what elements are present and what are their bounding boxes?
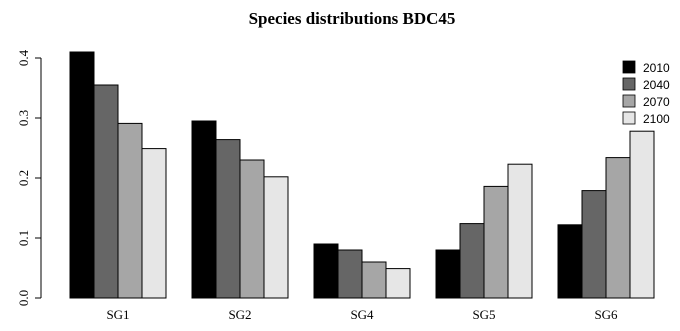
bar-sg1-2040 [93,84,119,299]
chart-title: Species distributions BDC45 [249,9,456,28]
bars [69,51,655,299]
bar-sg4-2070 [361,261,387,299]
legend-label: 2070 [643,95,670,109]
legend-label: 2010 [643,61,670,75]
x-category-label: SG1 [106,307,129,322]
y-tick-label: 0.3 [16,110,31,126]
bar-sg4-2100 [385,268,411,299]
bar-sg2-2040 [215,139,241,299]
bar-sg1-2070 [117,122,143,299]
y-tick-label: 0.0 [16,290,31,306]
bar-sg5-2070 [483,185,509,299]
y-tick-label: 0.4 [16,49,31,66]
y-tick-label: 0.1 [16,230,31,246]
x-category-label: SG5 [472,307,495,322]
legend-swatch-2100 [622,111,636,125]
x-category-label: SG4 [350,307,374,322]
legend-swatch-2070 [622,94,636,108]
legend-label: 2100 [643,112,670,126]
bar-sg4-2010 [313,243,339,299]
x-category-label: SG2 [228,307,251,322]
bar-sg2-2070 [239,159,265,299]
bar-sg6-2040 [581,190,607,299]
bar-sg1-2010 [69,51,95,299]
bar-sg6-2070 [605,157,631,299]
bar-sg5-2040 [459,223,485,299]
bar-sg5-2010 [435,249,461,299]
legend-label: 2040 [643,78,670,92]
bar-sg5-2100 [507,163,533,299]
bar-sg4-2040 [337,249,363,299]
legend-swatch-2040 [622,77,636,91]
x-category-label: SG6 [594,307,618,322]
legend-swatch-2010 [622,60,636,74]
bar-sg6-2100 [629,130,655,299]
x-axis-labels: SG1 SG2 SG4 SG5 SG6 [106,307,618,322]
bar-sg6-2010 [557,224,583,299]
y-tick-label: 0.2 [16,170,31,186]
bar-sg2-2010 [191,120,217,299]
y-axis: 0.0 0.1 0.2 0.3 0.4 [16,49,42,306]
legend: 2010 2040 2070 2100 [622,60,670,126]
bar-sg2-2100 [263,176,289,299]
bar-sg1-2100 [141,148,167,299]
